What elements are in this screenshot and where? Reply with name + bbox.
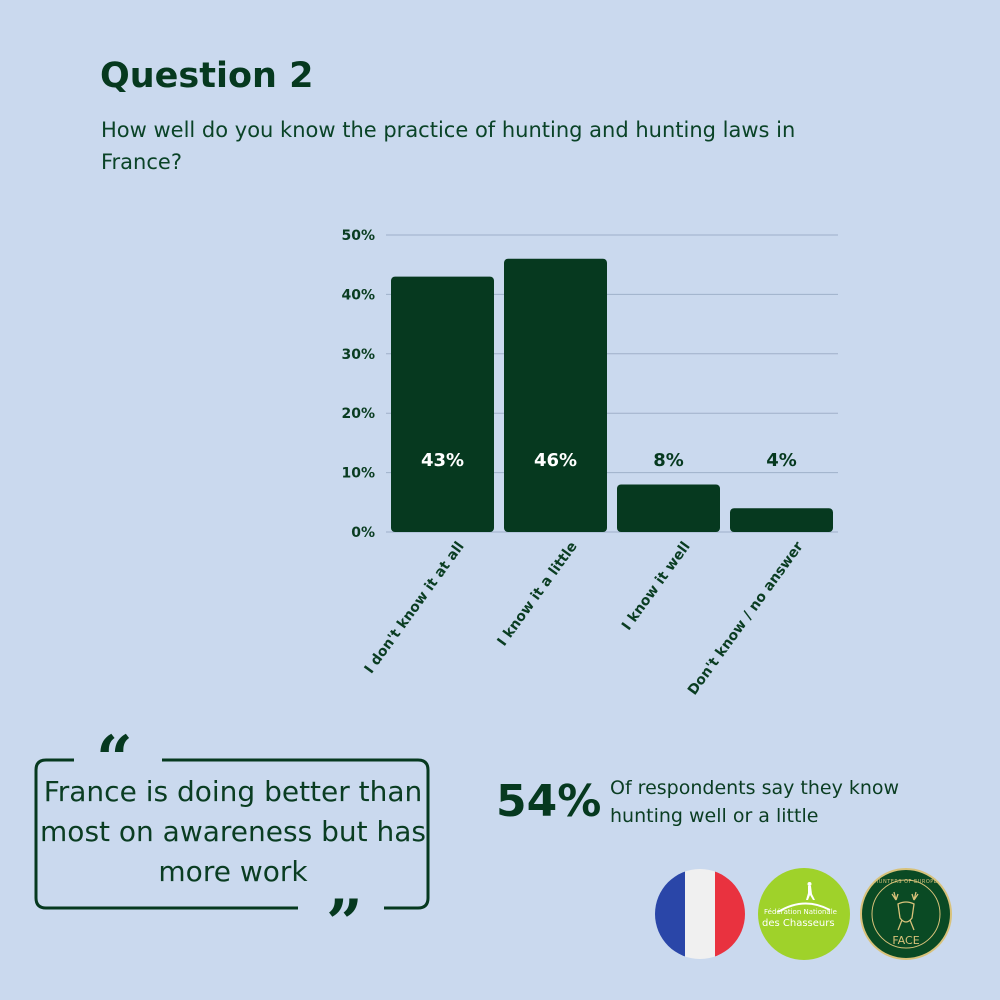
fnc-logo: Fédération Nationale des Chasseurs: [758, 868, 850, 960]
hunter-silhouette-icon: [777, 882, 831, 913]
quote-frame: [34, 758, 430, 910]
y-tick-label: 50%: [341, 228, 375, 244]
x-axis: I don't know it at all I know it a little…: [362, 539, 807, 698]
y-tick-label: 10%: [341, 466, 375, 482]
y-tick-label: 40%: [341, 287, 375, 303]
x-tick-label: I don't know it at all: [362, 539, 468, 677]
x-tick-label: I know it well: [619, 539, 694, 634]
chart-data-labels: 43% 46% 8% 4%: [421, 450, 797, 471]
fnc-logo-line2: des Chasseurs: [762, 918, 835, 929]
bar-chart: 0% 10% 20% 30% 40% 50% 43% 46% 8% 4% I don't kno…: [341, 228, 838, 698]
x-tick-label: I know it a little: [494, 539, 580, 649]
face-logo-text: FACE: [892, 934, 920, 947]
y-tick-label: 30%: [341, 347, 375, 363]
close-quote-icon: ”: [326, 886, 363, 961]
face-logo-top-text: HUNTERS OF EUROPE: [874, 879, 938, 885]
y-tick-label: 0%: [351, 525, 375, 541]
quote-text: France is doing better than most on awar…: [40, 775, 426, 888]
face-logo: HUNTERS OF EUROPE FACE: [860, 868, 952, 960]
bar: [617, 484, 720, 532]
x-tick-label: Don't know / no answer: [685, 539, 807, 698]
open-quote-icon: “: [96, 722, 133, 797]
bar: [391, 276, 494, 532]
stag-hunter-icon: [871, 879, 941, 949]
data-label: 4%: [766, 450, 797, 471]
bar: [730, 508, 833, 532]
stat-number: 54%: [496, 776, 602, 827]
fnc-logo-line1: Fédération Nationale: [764, 908, 837, 916]
data-label: 8%: [653, 450, 684, 471]
y-axis: 0% 10% 20% 30% 40% 50%: [341, 228, 375, 541]
page-title: Question 2: [100, 56, 314, 96]
bar: [504, 258, 607, 532]
y-tick-label: 20%: [341, 406, 375, 422]
france-flag-icon: [655, 869, 745, 959]
question-text: How well do you know the practice of hun…: [101, 118, 796, 174]
chart-bars: [391, 258, 833, 532]
data-label: 46%: [534, 450, 577, 471]
data-label: 43%: [421, 450, 464, 471]
stat-description: Of respondents say they know hunting wel…: [610, 777, 900, 827]
